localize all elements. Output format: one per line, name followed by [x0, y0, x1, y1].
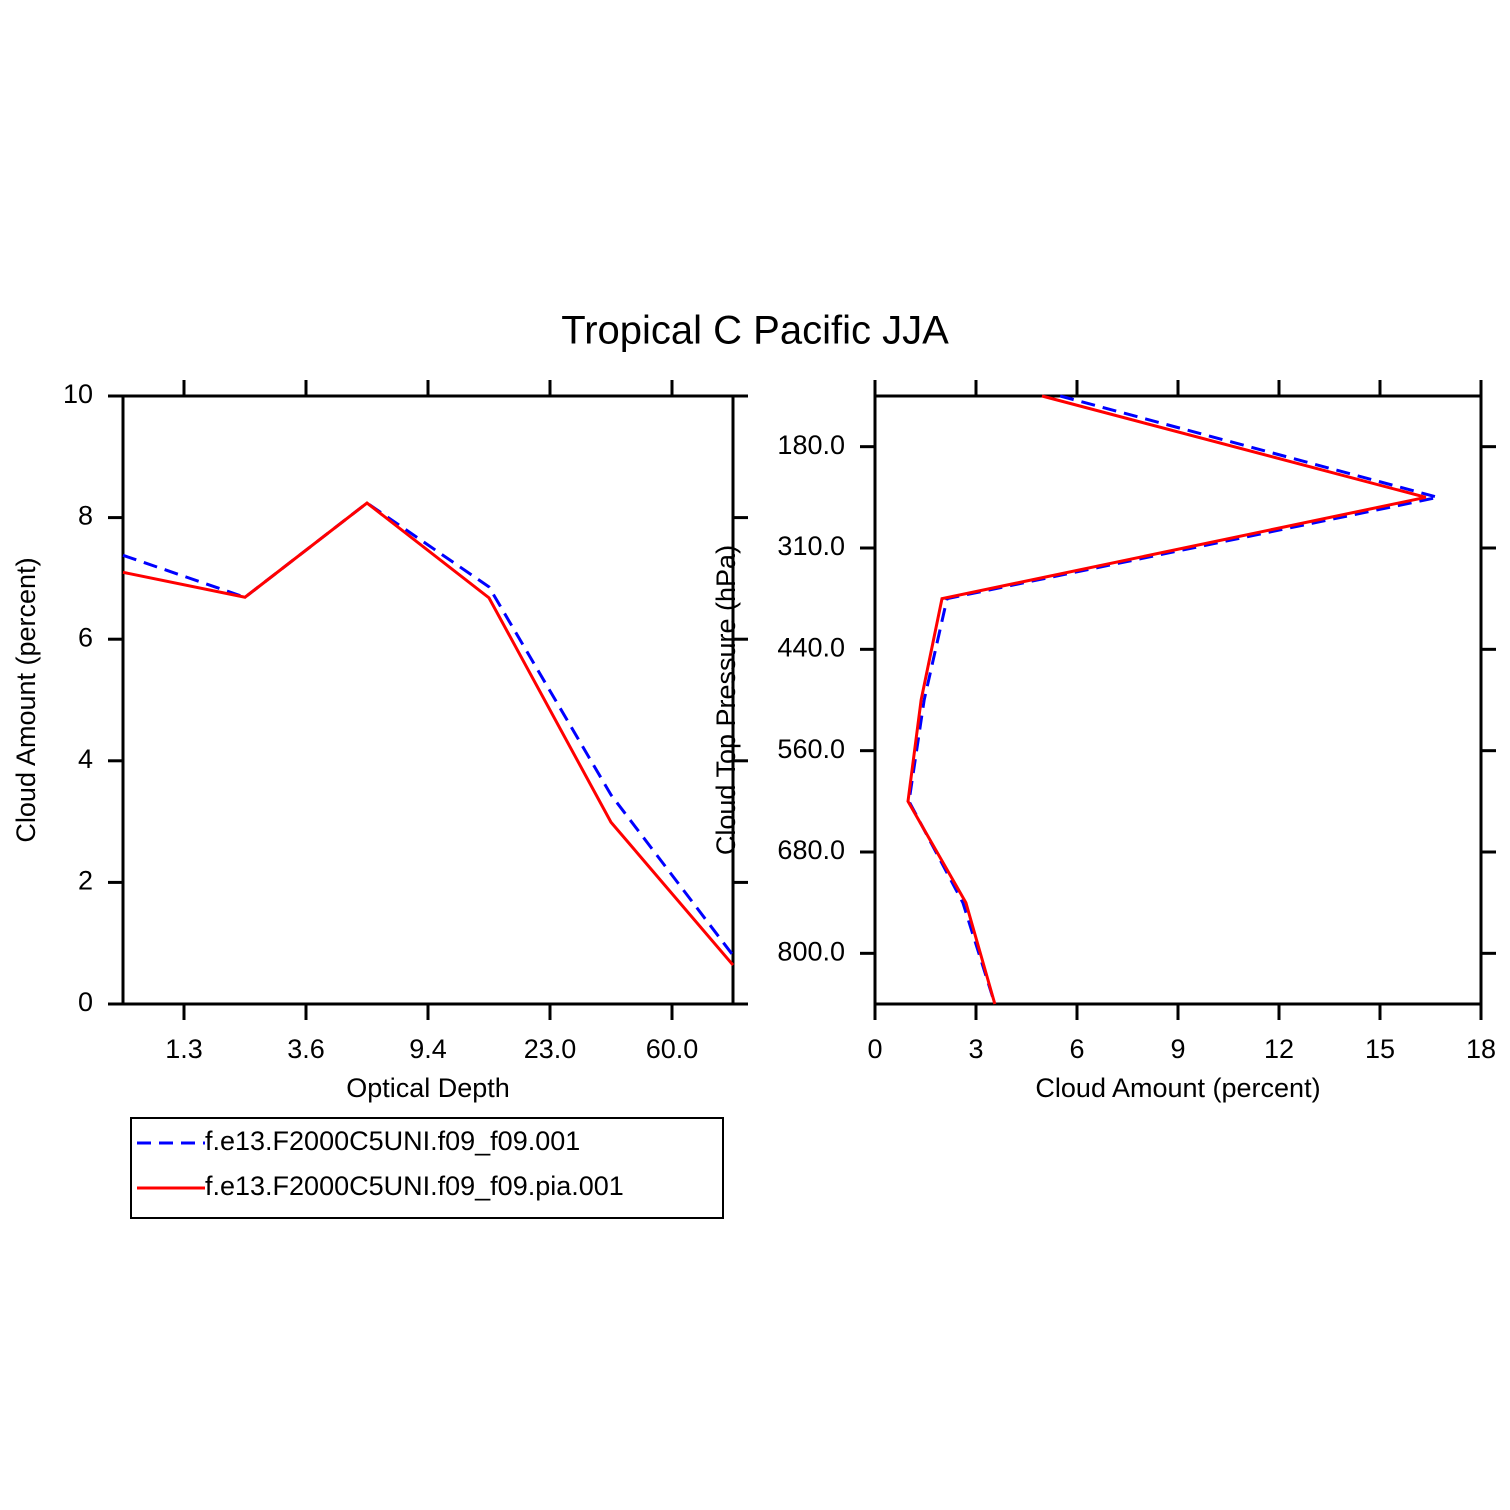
y-tick-label: 180.0 — [777, 430, 845, 460]
y-tick-label: 6 — [78, 622, 93, 652]
y-tick-label: 560.0 — [777, 734, 845, 764]
y-tick-label: 4 — [78, 744, 93, 774]
series-line — [907, 394, 1439, 1005]
y-tick-label: 8 — [78, 501, 93, 531]
y-axis-label: Cloud Amount (percent) — [11, 557, 41, 842]
series-line — [906, 394, 1427, 1005]
y-tick-label: 440.0 — [777, 632, 845, 662]
x-tick-label: 60.0 — [646, 1034, 699, 1064]
x-tick-label: 12 — [1264, 1034, 1294, 1064]
series-line — [122, 501, 735, 957]
x-tick-label: 15 — [1365, 1034, 1395, 1064]
y-tick-label: 0 — [78, 987, 93, 1017]
x-tick-label: 3 — [968, 1034, 983, 1064]
y-tick-label: 800.0 — [777, 936, 845, 966]
x-tick-label: 23.0 — [524, 1034, 577, 1064]
legend-label: f.e13.F2000C5UNI.f09_f09.pia.001 — [205, 1171, 624, 1201]
y-tick-label: 10 — [63, 379, 93, 409]
legend-box — [130, 1117, 724, 1219]
x-tick-label: 0 — [867, 1034, 882, 1064]
y-tick-label: 680.0 — [777, 835, 845, 865]
y-axis-label: Cloud Top Pressure (hPa) — [711, 545, 741, 855]
x-tick-label: 3.6 — [287, 1034, 325, 1064]
x-tick-label: 1.3 — [165, 1034, 203, 1064]
y-tick-label: 2 — [78, 866, 93, 896]
x-axis-label: Cloud Amount (percent) — [1035, 1073, 1320, 1103]
x-tick-label: 6 — [1069, 1034, 1084, 1064]
figure-title: Tropical C Pacific JJA — [561, 309, 949, 353]
y-tick-label: 310.0 — [777, 531, 845, 561]
x-axis-label: Optical Depth — [346, 1073, 510, 1103]
x-tick-label: 9 — [1170, 1034, 1185, 1064]
legend-label: f.e13.F2000C5UNI.f09_f09.001 — [205, 1126, 580, 1156]
series-line — [122, 501, 735, 967]
x-tick-label: 9.4 — [409, 1034, 447, 1064]
x-tick-label: 18 — [1466, 1034, 1496, 1064]
plot-frame — [121, 394, 735, 1006]
